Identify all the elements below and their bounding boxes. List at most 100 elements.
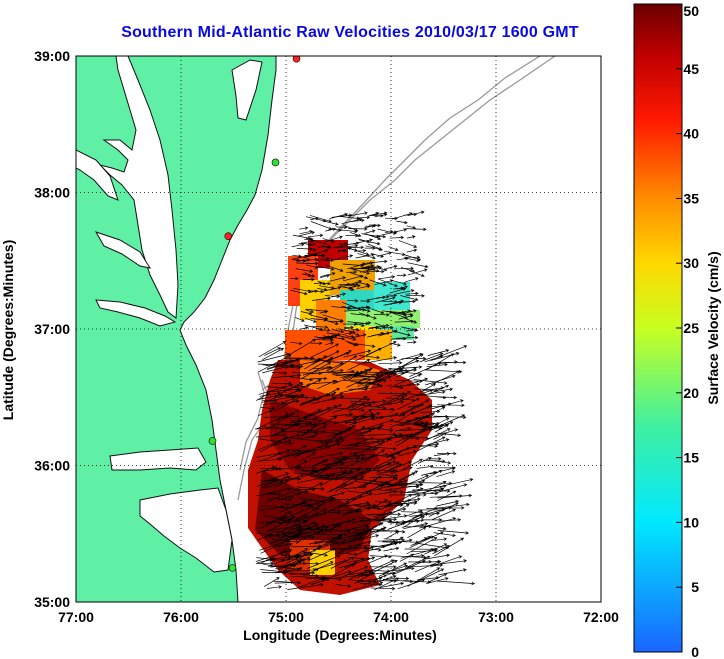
velocity-vector <box>369 214 384 218</box>
velocity-vector <box>275 473 305 488</box>
velocity-vector <box>356 452 389 460</box>
velocity-vector <box>426 506 465 510</box>
colorbar-tick-label: 35 <box>683 190 699 206</box>
velocity-vector <box>336 501 370 508</box>
velocity-vector <box>429 466 456 475</box>
velocity-vector <box>346 270 358 274</box>
velocity-vector <box>340 530 369 540</box>
velocity-vector <box>306 248 317 252</box>
velocity-vector <box>369 323 390 329</box>
velocity-vector <box>293 490 309 495</box>
velocity-vector <box>310 376 328 381</box>
velocity-vector <box>268 487 291 494</box>
colorbar-tick-label: 25 <box>683 320 699 336</box>
velocity-vector <box>408 559 433 564</box>
velocity-vector <box>396 220 408 225</box>
velocity-vector <box>367 559 395 573</box>
velocity-vector <box>400 295 419 302</box>
velocity-vector <box>287 582 324 590</box>
y-tick-label: 37:00 <box>34 321 70 337</box>
velocity-vector <box>331 329 345 334</box>
velocity-vector <box>296 261 319 266</box>
velocity-vector <box>437 518 462 522</box>
velocity-vector <box>369 565 397 569</box>
velocity-vector <box>370 253 384 258</box>
velocity-vector <box>326 264 344 272</box>
velocity-vector <box>295 511 328 522</box>
velocity-vector <box>293 472 324 478</box>
velocity-vector <box>358 453 395 459</box>
james-river <box>95 299 177 327</box>
velocity-vector <box>407 268 428 276</box>
velocity-vector <box>418 469 443 483</box>
velocity-vector <box>340 216 361 221</box>
velocity-vector <box>359 239 381 246</box>
velocity-vector <box>434 537 465 557</box>
velocity-vector <box>289 498 313 509</box>
velocity-vector <box>327 524 342 532</box>
velocity-vector <box>358 355 381 360</box>
velocity-vector <box>271 371 288 375</box>
velocity-vector <box>352 412 375 418</box>
chesapeake-bay <box>98 56 179 319</box>
velocity-vector <box>339 524 369 532</box>
velocity-vector <box>373 313 390 317</box>
velocity-vector <box>305 238 327 245</box>
velocity-vector <box>267 497 293 502</box>
x-tick-labels: 77:00 76:00 75:00 74:00 73:00 72:00 <box>58 609 619 625</box>
velocity-vector <box>265 528 303 539</box>
velocity-vector <box>284 356 315 361</box>
colorbar-tick-label: 15 <box>683 450 699 466</box>
velocity-vector <box>311 578 330 585</box>
velocity-vector <box>371 308 385 315</box>
velocity-vector <box>427 349 450 356</box>
velocity-vector <box>347 570 373 576</box>
velocity-vector <box>335 426 366 442</box>
velocity-vector <box>290 487 316 492</box>
velocity-vector <box>330 556 355 569</box>
colorbar-tick-label: 0 <box>691 644 699 659</box>
velocity-vector <box>314 534 343 551</box>
velocity-vector <box>351 248 370 256</box>
velocity-vector <box>267 563 297 568</box>
velocity-vector <box>424 543 448 555</box>
velocity-vector <box>330 228 342 232</box>
delmarva-inlet <box>231 59 263 121</box>
velocity-vector <box>323 335 346 341</box>
velocity-vector <box>321 370 360 374</box>
velocity-vector <box>383 396 406 406</box>
velocity-vector <box>304 317 317 323</box>
velocity-vector <box>302 273 312 278</box>
velocity-vector <box>365 266 376 271</box>
velocity-vector <box>364 229 376 234</box>
velocity-vector <box>425 374 456 386</box>
velocity-vector <box>299 429 314 437</box>
velocity-vector <box>385 299 405 306</box>
velocity-vector <box>407 340 417 344</box>
velocity-vector <box>314 336 334 341</box>
velocity-vector <box>264 492 282 496</box>
velocity-vector <box>322 238 335 243</box>
velocity-vector <box>283 477 302 481</box>
velocity-vector <box>428 404 446 409</box>
velocity-vector <box>310 314 329 321</box>
radar-site-marker <box>228 564 237 572</box>
velocity-vector <box>287 521 317 532</box>
velocity-vector <box>364 569 391 573</box>
velocity-vector <box>356 281 370 287</box>
velocity-vector <box>427 360 458 366</box>
velocity-vector <box>261 394 299 403</box>
velocity-vector <box>385 397 416 402</box>
velocity-vector <box>329 276 347 282</box>
velocity-vector <box>407 262 429 269</box>
velocity-vector <box>404 509 423 517</box>
velocity-vector <box>317 495 334 500</box>
velocity-vector <box>436 470 456 478</box>
velocity-vector <box>371 366 405 385</box>
velocity-vector <box>332 470 353 477</box>
velocity-vector <box>303 503 323 507</box>
velocity-vector <box>343 274 364 282</box>
colorbar-tick-label: 5 <box>691 579 699 595</box>
velocity-vector <box>416 436 446 452</box>
velocity-vector <box>256 457 283 462</box>
